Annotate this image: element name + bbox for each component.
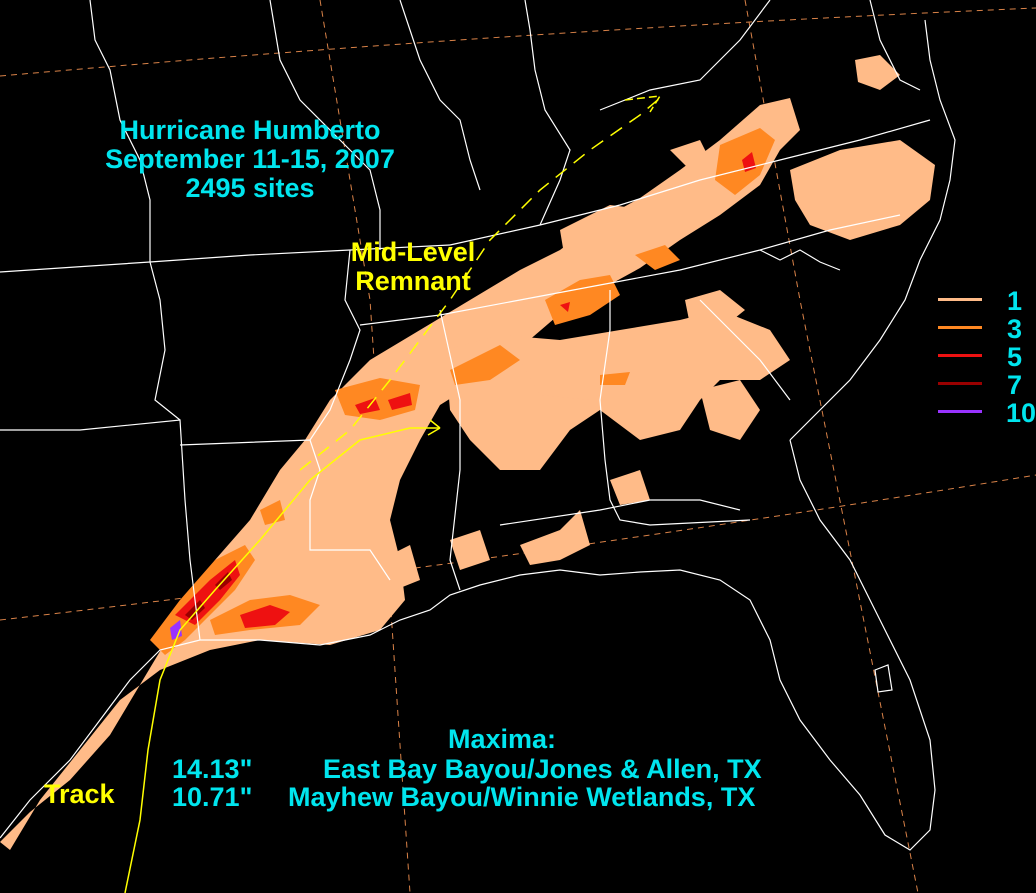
track-label: Track bbox=[44, 779, 115, 809]
remnant-label-line1: Mid-Level bbox=[350, 237, 476, 267]
legend-item: 10 bbox=[938, 398, 1036, 428]
map-title: Hurricane Humberto September 11-15, 2007… bbox=[70, 116, 430, 203]
maxima-value: 14.13" bbox=[172, 754, 253, 784]
title-storm-name: Hurricane Humberto bbox=[119, 115, 381, 145]
legend-item: 3 bbox=[938, 314, 1036, 344]
maxima-value: 10.71" bbox=[172, 782, 253, 812]
maxima-site: Mayhew Bayou/Winnie Wetlands, TX bbox=[288, 782, 756, 812]
legend-swatch bbox=[938, 326, 982, 329]
legend-label: 7 bbox=[1006, 370, 1022, 400]
legend-label: 5 bbox=[1006, 342, 1022, 372]
remnant-label: Mid-Level Remnant bbox=[328, 238, 498, 296]
title-site-count: 2495 sites bbox=[185, 173, 315, 203]
legend-label: 10 bbox=[1005, 398, 1036, 428]
maxima-title: Maxima: bbox=[448, 724, 557, 754]
legend-label: 3 bbox=[1006, 314, 1022, 344]
remnant-label-line2: Remnant bbox=[355, 266, 471, 296]
title-dates: September 11-15, 2007 bbox=[105, 144, 395, 174]
legend-item: 5 bbox=[938, 342, 1036, 372]
state-boundaries bbox=[0, 0, 956, 851]
legend-swatch bbox=[938, 382, 982, 385]
legend-swatch bbox=[938, 298, 982, 301]
legend-swatch bbox=[938, 354, 982, 357]
legend-swatch bbox=[938, 410, 982, 413]
storm-track bbox=[124, 95, 662, 893]
maxima-site: East Bay Bayou/Jones & Allen, TX bbox=[323, 754, 762, 784]
rainfall-10in bbox=[170, 620, 182, 640]
legend-item: 1 bbox=[938, 286, 1036, 316]
legend-item: 7 bbox=[938, 370, 1036, 400]
legend-label: 1 bbox=[1006, 286, 1022, 316]
